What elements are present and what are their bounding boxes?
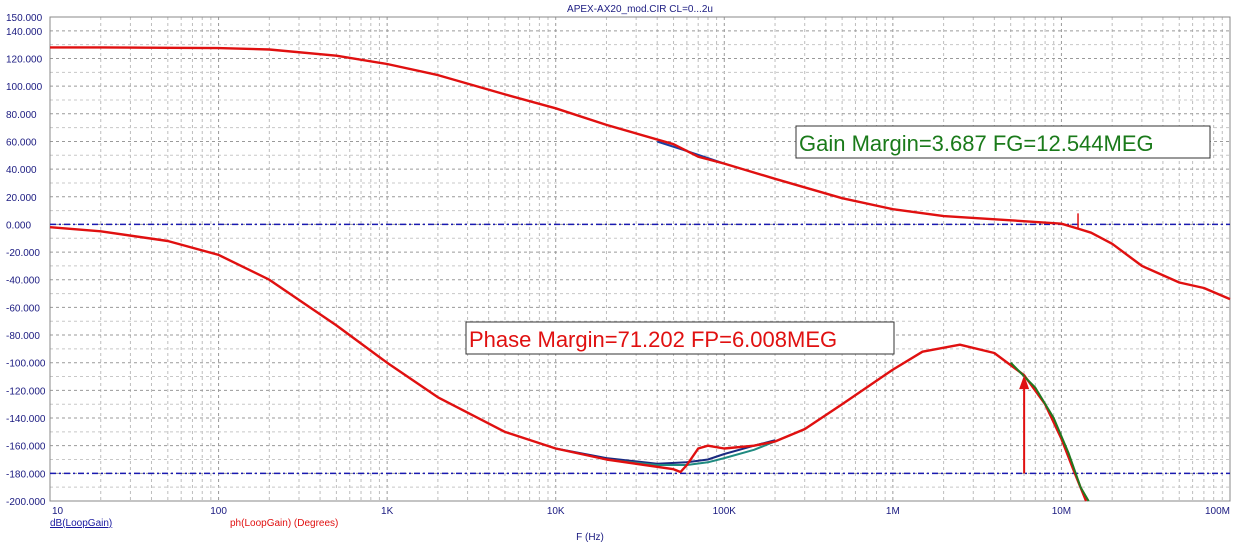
chart-title: APEX-AX20_mod.CIR CL=0...2u	[567, 4, 713, 15]
reference-lines	[50, 223, 1230, 475]
y-tick-label: -140.000	[6, 414, 46, 425]
x-tick-label: 100	[210, 506, 227, 517]
series-layer	[49, 46, 1231, 502]
legend-gain-label: dB(LoopGain)	[50, 518, 112, 529]
y-tick-label: 150.000	[6, 13, 43, 24]
x-tick-label: 1K	[381, 506, 394, 517]
y-tick-label: 120.000	[6, 54, 43, 65]
phase-margin-text: Phase Margin=71.202 FP=6.008MEG	[469, 327, 837, 352]
plot-frame	[49, 16, 1231, 502]
y-tick-label: -200.000	[6, 497, 46, 508]
series-line-2	[49, 226, 1088, 502]
y-tick-label: -20.000	[6, 248, 40, 259]
x-tick-label: 1M	[886, 506, 900, 517]
x-tick-label: 100M	[1205, 506, 1230, 517]
margin-markers	[1019, 213, 1079, 474]
y-tick-label: -40.000	[6, 276, 40, 287]
legend-phase-label: ph(LoopGain) (Degrees)	[230, 518, 338, 529]
y-tick-label: 140.000	[6, 27, 43, 38]
x-tick-label: 100K	[713, 506, 737, 517]
y-tick-label: -100.000	[6, 359, 46, 370]
x-tick-labels: 10 100 1K 10K 100K 1M 10M 100M	[52, 506, 1230, 517]
plot-grid	[50, 17, 1230, 501]
y-tick-label: -120.000	[6, 386, 46, 397]
y-tick-label: 40.000	[6, 165, 37, 176]
y-tick-label: -60.000	[6, 303, 40, 314]
y-tick-label: 100.000	[6, 82, 43, 93]
x-tick-label: 10	[52, 506, 64, 517]
y-tick-label: 0.000	[6, 220, 31, 231]
phase-margin-arrow-head	[1019, 375, 1030, 390]
x-tick-label: 10M	[1052, 506, 1071, 517]
y-tick-label: 60.000	[6, 137, 37, 148]
series-line-5	[1009, 361, 1090, 502]
y-tick-label: -80.000	[6, 331, 40, 342]
phase-margin-annotation: Phase Margin=71.202 FP=6.008MEG	[465, 321, 895, 355]
series-line-0	[50, 46, 1231, 301]
x-axis-label: F (Hz)	[576, 532, 604, 543]
y-tick-label: 80.000	[6, 110, 37, 121]
x-tick-label: 10K	[547, 506, 565, 517]
y-tick-labels: 150.000 140.000 120.000 100.000 80.000 60.000…	[6, 13, 46, 508]
y-tick-label: -160.000	[6, 442, 46, 453]
y-tick-label: -180.000	[6, 469, 46, 480]
series-line-3	[555, 439, 776, 465]
gain-margin-text: Gain Margin=3.687 FG=12.544MEG	[799, 131, 1154, 156]
y-tick-label: 20.000	[6, 193, 37, 204]
gain-margin-annotation: Gain Margin=3.687 FG=12.544MEG	[795, 125, 1211, 159]
